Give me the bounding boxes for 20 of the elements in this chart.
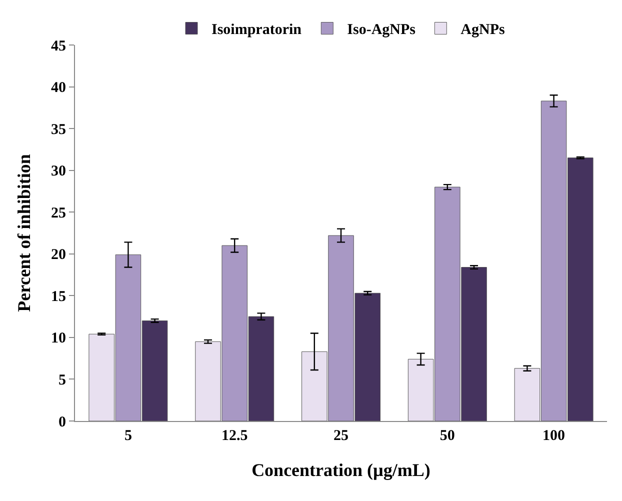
x-tick-label: 100 [542, 428, 566, 444]
y-tick-label: 20 [51, 247, 66, 264]
y-tick-label: 25 [51, 205, 66, 222]
x-tick-label: 25 [334, 428, 348, 444]
y-axis-title: Percent of inhibition [14, 154, 34, 312]
y-tick-label: 10 [51, 330, 66, 347]
y-tick-label: 45 [51, 38, 66, 54]
y-tick-label: 35 [51, 122, 66, 138]
x-axis-title: Concentration (µg/mL) [252, 460, 430, 480]
legend-label: Iso-AgNPs [347, 22, 416, 38]
legend-label: Isoimpratorin [212, 22, 302, 38]
y-tick-label: 5 [58, 372, 66, 388]
x-tick-label: 5 [124, 428, 132, 444]
y-tick-label: 0 [58, 414, 66, 430]
x-tick-label: 12.5 [221, 428, 248, 444]
y-tick-label: 30 [51, 164, 66, 180]
y-tick-label: 15 [51, 288, 66, 305]
y-tick-label: 40 [51, 80, 66, 96]
legend-label: AgNPs [460, 22, 505, 38]
x-tick-label: 50 [440, 428, 455, 444]
